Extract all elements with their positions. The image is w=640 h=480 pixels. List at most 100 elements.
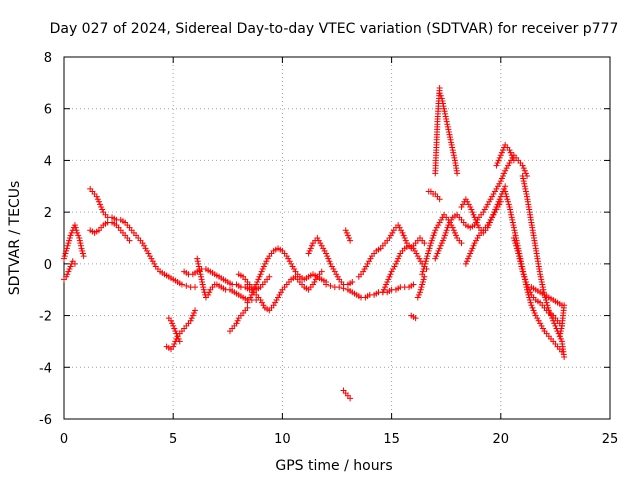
data-point-interp	[66, 235, 73, 241]
data-point-interp	[276, 291, 283, 298]
data-point-interp	[385, 276, 392, 283]
data-point-interp	[527, 289, 534, 296]
data-point-interp	[76, 237, 83, 244]
data-point	[414, 294, 421, 301]
data-point-interp	[507, 149, 514, 156]
data-point	[384, 278, 391, 285]
data-point-interp	[145, 250, 152, 257]
data-point	[288, 260, 295, 267]
data-point-interp	[420, 276, 427, 283]
data-point-interp	[508, 211, 515, 218]
data-point-interp	[557, 330, 564, 337]
data-point-interp	[481, 206, 488, 213]
data-point-interp	[171, 341, 178, 348]
data-point	[497, 178, 504, 185]
data-point-interp	[438, 240, 445, 247]
data-point-interp	[255, 276, 262, 283]
data-point	[432, 255, 439, 262]
data-point	[65, 268, 72, 275]
data-point	[471, 240, 478, 247]
data-point-interp	[470, 242, 477, 249]
data-point-interp	[247, 294, 254, 301]
data-point-interp	[444, 224, 451, 231]
data-point	[462, 196, 469, 203]
data-point-interp	[537, 273, 544, 280]
data-point-interp	[326, 258, 333, 265]
data-point-interp	[490, 191, 497, 198]
data-point-interp	[141, 242, 148, 249]
data-point-interp	[439, 237, 446, 244]
data-point	[484, 201, 491, 208]
data-point-interp	[428, 237, 435, 244]
data-point-interp	[442, 229, 449, 236]
data-point-interp	[517, 260, 524, 267]
data-point-interp	[68, 229, 75, 236]
data-point	[168, 317, 175, 324]
data-point-interp	[263, 258, 270, 265]
data-point-interp	[380, 286, 387, 293]
y-tick-label: -4	[39, 361, 52, 376]
data-point-interp	[325, 255, 332, 262]
data-point-interp	[494, 160, 501, 167]
data-point-interp	[142, 245, 149, 252]
data-point	[545, 307, 552, 314]
data-point-interp	[558, 325, 565, 332]
data-point-interp	[422, 258, 429, 265]
data-point-interp	[63, 245, 70, 252]
data-point-interp	[439, 100, 446, 107]
data-point	[438, 95, 445, 102]
data-point-interp	[413, 250, 420, 257]
data-point-interp	[79, 250, 86, 257]
data-point-interp	[540, 325, 547, 332]
data-point-interp	[421, 263, 428, 270]
data-point-interp	[382, 284, 389, 291]
data-point	[323, 281, 330, 288]
y-tick-label: -2	[39, 310, 52, 325]
data-point-interp	[333, 271, 340, 278]
data-point-interp	[511, 229, 518, 236]
data-point-interp	[419, 278, 426, 285]
data-point-interp	[496, 154, 503, 161]
data-point-interp	[366, 258, 373, 265]
data-point-interp	[463, 258, 470, 265]
data-point-interp	[474, 235, 481, 241]
data-point-interp	[396, 253, 403, 260]
data-point	[187, 317, 194, 324]
data-point	[340, 285, 347, 292]
data-point	[139, 240, 146, 247]
data-point-interp	[514, 247, 521, 254]
data-point-interp	[505, 198, 512, 205]
data-point-interp	[438, 216, 445, 223]
data-point-interp	[256, 273, 263, 280]
data-point	[194, 255, 201, 262]
data-point	[489, 214, 496, 221]
data-point-interp	[77, 242, 84, 249]
x-tick-label: 20	[493, 432, 510, 447]
data-point-interp	[285, 255, 292, 262]
data-point	[331, 268, 338, 275]
data-point	[419, 281, 426, 288]
data-point-interp	[449, 144, 456, 151]
data-point-interp	[389, 229, 396, 236]
data-point	[561, 353, 568, 360]
data-point-interp	[540, 286, 547, 293]
data-point	[528, 302, 535, 309]
data-point-interp	[198, 273, 205, 280]
data-point-interp	[427, 242, 434, 249]
data-point-interp	[433, 253, 440, 260]
data-point-interp	[450, 227, 457, 234]
data-point	[364, 260, 371, 267]
data-point	[436, 245, 443, 252]
data-point	[427, 240, 434, 247]
data-point-interp	[511, 227, 518, 234]
data-point	[493, 162, 500, 169]
data-point-interp	[259, 299, 266, 306]
data-point	[309, 281, 316, 288]
data-point-interp	[199, 281, 206, 288]
data-point-interp	[444, 121, 451, 128]
x-tick-label: 25	[602, 432, 619, 447]
data-point-interp	[443, 227, 450, 234]
data-point	[349, 278, 356, 285]
chart-title: Day 027 of 2024, Sidereal Day-to-day VTE…	[50, 21, 619, 37]
data-point	[436, 196, 443, 203]
